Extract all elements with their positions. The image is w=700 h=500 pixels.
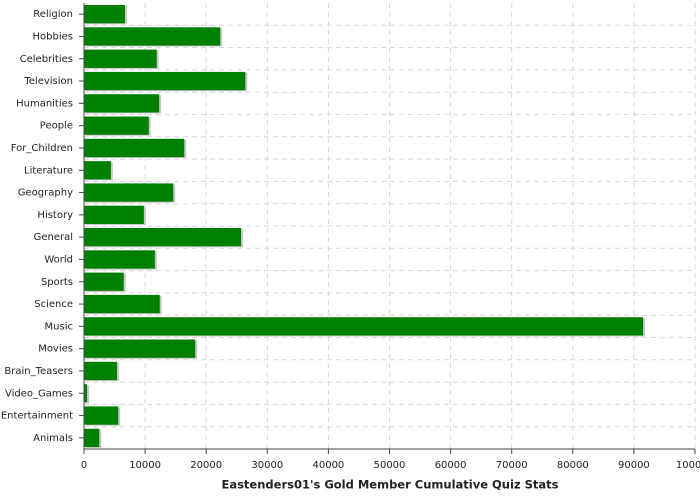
y-tick-label: Literature: [24, 165, 73, 176]
y-tick-label: Celebrities: [20, 54, 73, 65]
bar: [84, 294, 160, 314]
bar: [84, 406, 119, 425]
bar: [84, 183, 174, 202]
bar: [84, 272, 124, 291]
y-tick-label: Hobbies: [33, 31, 73, 42]
y-tick-label: Animals: [33, 433, 73, 444]
y-tick-label: Humanities: [16, 98, 73, 109]
bar: [84, 384, 88, 403]
y-tick-label: Religion: [33, 9, 73, 20]
y-tick-label: Entertainment: [1, 411, 73, 422]
y-tick-label: People: [40, 121, 73, 132]
y-tick-label: General: [34, 232, 73, 243]
y-tick-label: Brain_Teasers: [4, 366, 73, 377]
y-tick-label: World: [44, 254, 73, 265]
bar: [84, 116, 149, 135]
x-tick-label: 70000: [496, 460, 528, 471]
x-tick-label: 30000: [251, 460, 283, 471]
bar: [84, 5, 125, 24]
bar: [84, 250, 155, 269]
y-tick-label: Television: [23, 76, 73, 87]
bar: [84, 428, 100, 447]
x-tick-label: 90000: [618, 460, 650, 471]
x-tick-label: 10000: [129, 460, 161, 471]
y-tick-label: Sports: [41, 277, 73, 288]
bar: [84, 317, 644, 336]
x-tick-label: 80000: [557, 460, 589, 471]
bar: [84, 205, 144, 224]
y-tick-label: Movies: [38, 344, 73, 355]
bar: [84, 49, 157, 68]
bar: [84, 138, 185, 158]
bar: [84, 27, 221, 46]
y-tick-label: History: [37, 210, 73, 221]
x-tick-label: 20000: [190, 460, 222, 471]
x-tick-label: 50000: [374, 460, 406, 471]
y-tick-label: For_Children: [11, 143, 73, 154]
bar: [84, 94, 160, 113]
bar: [84, 361, 117, 381]
y-tick-label: Video_Games: [5, 388, 73, 399]
x-tick-label: 60000: [435, 460, 467, 471]
y-tick-label: Science: [34, 299, 73, 310]
bar: [84, 71, 246, 91]
y-tick-label: Music: [45, 321, 73, 332]
bar: [84, 339, 196, 358]
x-axis-title: Eastenders01's Gold Member Cumulative Qu…: [221, 478, 558, 492]
y-tick-label: Geography: [18, 188, 73, 199]
bar: [84, 228, 242, 247]
x-tick-label: 0: [81, 460, 87, 471]
bar-shadow: [86, 385, 90, 404]
x-tick-label: 100000: [676, 460, 700, 471]
x-tick-label: 40000: [312, 460, 344, 471]
bar: [84, 161, 111, 180]
